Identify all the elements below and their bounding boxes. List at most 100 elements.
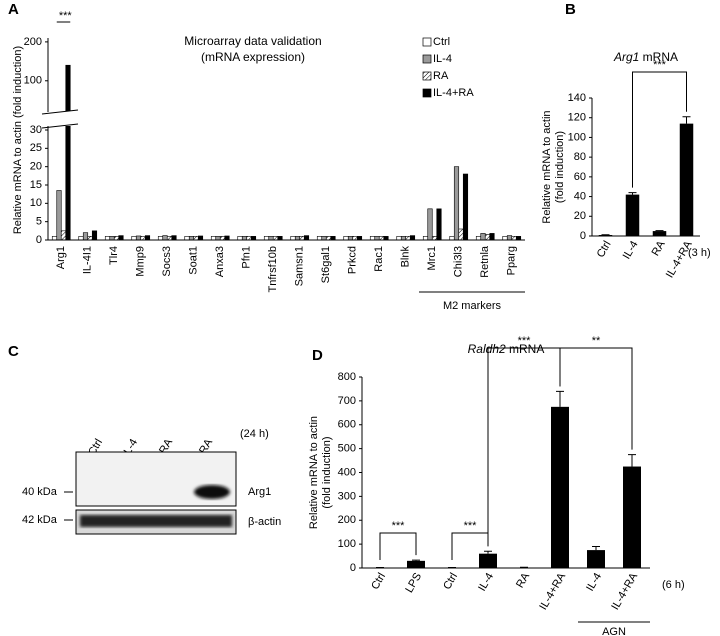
x-tick-label: Ctrl bbox=[369, 571, 388, 592]
bar bbox=[56, 190, 62, 241]
y-tick-label: 400 bbox=[338, 466, 356, 478]
bar bbox=[431, 236, 438, 241]
bar bbox=[427, 208, 433, 241]
bar bbox=[409, 235, 416, 241]
bar bbox=[449, 236, 455, 241]
x-tick-label: RA bbox=[514, 570, 532, 590]
bar bbox=[587, 550, 605, 568]
annotation-bracket bbox=[632, 71, 687, 188]
panel-label: B bbox=[565, 1, 576, 18]
y-tick-label: 40 bbox=[574, 190, 586, 202]
bar bbox=[551, 406, 569, 568]
y-axis-label: Relative mRNA to actin bbox=[541, 110, 553, 223]
bar bbox=[623, 466, 641, 568]
bar bbox=[374, 236, 380, 241]
error-bar bbox=[556, 390, 564, 407]
bar bbox=[515, 236, 522, 241]
x-tick-label: Tlr4 bbox=[108, 246, 120, 265]
y-tick-label: 120 bbox=[568, 112, 586, 124]
bar bbox=[598, 235, 613, 236]
legend-label: IL-4 bbox=[433, 53, 452, 65]
x-tick-label: IL-4 bbox=[476, 571, 496, 593]
bar bbox=[51, 236, 58, 241]
title-rest: mRNA bbox=[643, 50, 678, 64]
bar bbox=[625, 194, 640, 236]
bar bbox=[347, 236, 354, 241]
y-tick-label: 600 bbox=[338, 419, 356, 431]
bar bbox=[352, 236, 358, 241]
legend-swatch bbox=[422, 37, 432, 47]
chart-subtitle: (mRNA expression) bbox=[201, 50, 305, 64]
y-tick-label: 30 bbox=[30, 124, 42, 136]
y-tick-label: 80 bbox=[574, 151, 586, 163]
x-tick-label: Pfn1 bbox=[241, 246, 253, 269]
bar bbox=[502, 236, 508, 241]
bar bbox=[250, 236, 257, 241]
bar bbox=[135, 235, 142, 241]
bar bbox=[462, 173, 469, 241]
annotation: *** bbox=[464, 520, 478, 532]
legend-label: RA bbox=[433, 70, 449, 82]
y-tick-label: 100 bbox=[338, 538, 356, 550]
y-tick-label: 100 bbox=[568, 131, 586, 143]
bar bbox=[479, 553, 497, 568]
x-tick-label: Anxa3 bbox=[214, 246, 226, 277]
bar bbox=[453, 166, 460, 241]
bar bbox=[484, 234, 491, 241]
x-tick-label: Ctrl bbox=[441, 571, 460, 592]
y-tick-label: 5 bbox=[36, 216, 42, 228]
bar bbox=[299, 236, 305, 241]
annotation: *** bbox=[392, 520, 406, 532]
bar bbox=[144, 235, 151, 241]
bar bbox=[162, 235, 168, 241]
bar bbox=[378, 236, 385, 241]
bar bbox=[325, 236, 332, 241]
x-tick-label: IL-4+RA bbox=[664, 238, 695, 280]
bar bbox=[303, 235, 310, 241]
bar bbox=[396, 236, 402, 241]
x-tick-label: Socs3 bbox=[161, 246, 173, 277]
bar bbox=[60, 230, 67, 241]
marker-label: 42 kDa bbox=[22, 514, 58, 526]
group-label: AGN bbox=[602, 626, 626, 636]
panel-label: A bbox=[8, 1, 19, 18]
panel-label: C bbox=[8, 343, 19, 360]
bar bbox=[82, 232, 89, 241]
y-tick-label: 25 bbox=[30, 142, 42, 154]
annotation: *** bbox=[653, 59, 667, 71]
time-label: (24 h) bbox=[240, 428, 269, 440]
bar bbox=[224, 235, 230, 241]
bar bbox=[343, 236, 349, 241]
bar bbox=[356, 236, 363, 241]
annotation: *** bbox=[518, 335, 532, 347]
bar bbox=[87, 236, 93, 241]
bar bbox=[241, 236, 248, 241]
y-tick-label: 700 bbox=[338, 395, 356, 407]
bar bbox=[237, 236, 243, 241]
bar bbox=[263, 236, 270, 241]
x-tick-label: IL-4+RA bbox=[609, 570, 640, 612]
bar bbox=[166, 236, 173, 241]
bar bbox=[475, 236, 482, 241]
bar bbox=[188, 236, 195, 241]
bar bbox=[316, 236, 323, 241]
y-tick-label: 300 bbox=[338, 490, 356, 502]
x-tick-label: Soat1 bbox=[188, 246, 200, 275]
bar bbox=[480, 233, 486, 241]
x-tick-label: Ctrl bbox=[595, 239, 614, 260]
y-tick-label: 20 bbox=[30, 161, 42, 173]
x-tick-label: Arg1 bbox=[55, 246, 67, 269]
bar bbox=[458, 228, 464, 241]
error-bar bbox=[628, 454, 636, 467]
panel-label: D bbox=[312, 347, 323, 364]
x-tick-label: LPS bbox=[403, 571, 424, 595]
bar bbox=[272, 236, 279, 241]
annotation-bracket bbox=[559, 347, 633, 450]
annotation-bracket bbox=[379, 532, 417, 560]
group-label: M2 markers bbox=[443, 300, 502, 312]
bar bbox=[131, 236, 137, 241]
x-tick-label: Retnla bbox=[479, 245, 491, 278]
legend-label: Ctrl bbox=[433, 36, 450, 48]
x-tick-label: Prkcd bbox=[347, 246, 359, 274]
bar bbox=[193, 236, 199, 241]
